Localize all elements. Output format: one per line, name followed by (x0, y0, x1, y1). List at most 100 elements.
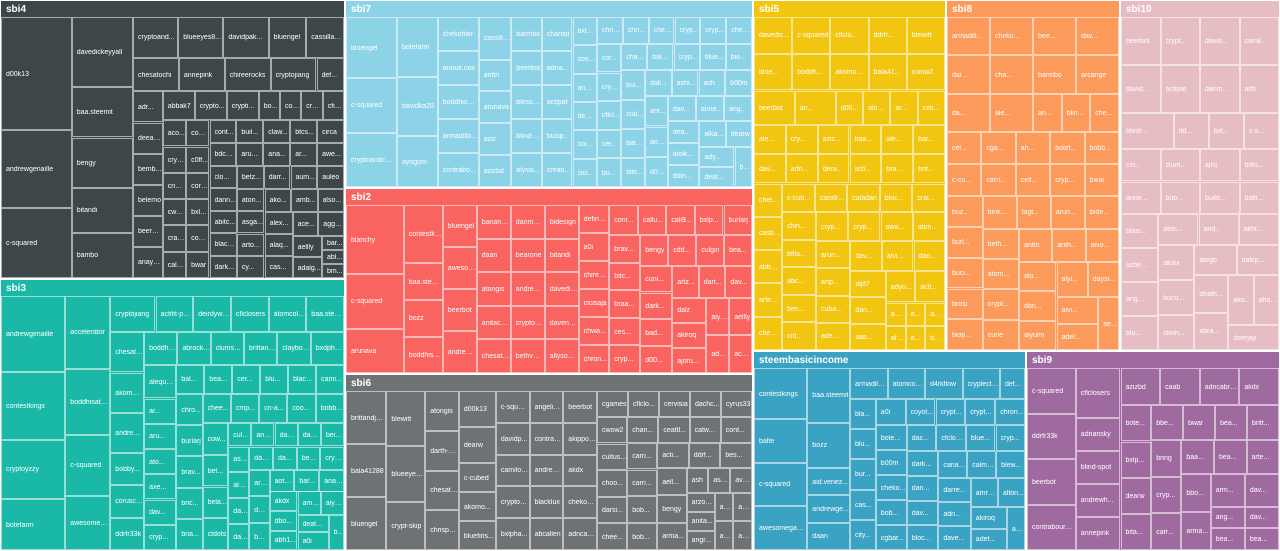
treemap-cell[interactable]: anne... (695, 96, 724, 121)
treemap-cell[interactable]: cflclo... (628, 391, 659, 417)
treemap-cell[interactable]: adalg... (292, 257, 322, 278)
treemap-cell[interactable]: adn... (785, 154, 818, 184)
treemap-cell[interactable]: c-squared (792, 17, 831, 54)
treemap-cell[interactable]: amig... (714, 492, 734, 522)
treemap-cell[interactable]: barski (249, 523, 270, 550)
treemap-cell[interactable]: core... (186, 172, 210, 200)
treemap-cell[interactable]: aru... (236, 143, 264, 166)
treemap-cell[interactable]: bdco... (209, 143, 237, 166)
treemap-cell[interactable]: bethvalv... (510, 339, 545, 373)
treemap-cell[interactable]: bitc... (609, 262, 641, 291)
treemap-cell[interactable]: andrewh... (1075, 483, 1121, 517)
treemap-cell[interactable]: agga... (318, 212, 344, 237)
treemap-cell[interactable]: dera... (817, 154, 850, 184)
treemap-cell[interactable]: cuba... (816, 295, 851, 323)
treemap-cell[interactable]: botefarm (397, 17, 438, 77)
treemap-cell[interactable]: curie (982, 319, 1020, 350)
treemap-cell[interactable]: dav... (850, 241, 882, 271)
treemap-cell[interactable]: cali9... (162, 251, 187, 278)
treemap-cell[interactable]: ano... (645, 126, 668, 157)
treemap-cell[interactable]: ar... (890, 90, 918, 125)
treemap-cell[interactable]: daysi... (1087, 261, 1119, 298)
treemap-cell[interactable]: aljif7 (850, 270, 886, 298)
treemap-cell[interactable]: che... (1090, 93, 1119, 133)
treemap-cell[interactable]: beerbot (1121, 17, 1161, 66)
treemap-cell[interactable]: deean... (572, 102, 597, 131)
treemap-cell[interactable]: baa.steem... (306, 296, 344, 333)
treemap-cell[interactable]: bring (1151, 440, 1182, 477)
treemap-cell[interactable]: ches... (648, 17, 675, 44)
treemap-cell[interactable]: death... (1194, 275, 1229, 313)
treemap-cell[interactable]: botefarm (1, 499, 66, 550)
treemap-cell[interactable]: bote... (1120, 405, 1152, 442)
treemap-cell[interactable]: anita... (686, 511, 715, 531)
treemap-cell[interactable]: cryptoyzzy (1, 439, 66, 500)
treemap-cell[interactable]: brittandjosie (346, 391, 387, 444)
treemap-cell[interactable]: contestkings (754, 368, 808, 419)
treemap-cell[interactable]: boddhisattva (65, 368, 111, 436)
treemap-cell[interactable]: adal... (706, 335, 730, 373)
treemap-cell[interactable]: ale... (990, 93, 1033, 133)
treemap-cell[interactable]: andrewge... (807, 495, 850, 523)
treemap-cell[interactable]: d00... (640, 346, 673, 373)
treemap-cell[interactable]: dearw (1120, 477, 1152, 514)
treemap-cell[interactable]: ddin... (667, 165, 700, 187)
treemap-cell[interactable]: atom... (982, 259, 1020, 290)
treemap-cell[interactable]: abbak7 (754, 250, 783, 284)
treemap-cell[interactable]: dd... (1173, 113, 1209, 150)
treemap-cell[interactable]: coru... (596, 43, 622, 73)
treemap-cell[interactable]: carr... (1151, 513, 1182, 550)
treemap-cell[interactable]: arun... (816, 241, 851, 269)
treemap-cell[interactable]: botef... (1050, 132, 1085, 165)
treemap-cell[interactable]: davi... (249, 446, 273, 470)
treemap-cell[interactable]: beiker (320, 422, 344, 447)
treemap-cell[interactable]: arte... (1246, 440, 1279, 475)
treemap-cell[interactable]: def... (316, 57, 344, 92)
treemap-cell[interactable]: boddhis... (144, 332, 178, 365)
treemap-cell[interactable]: c-squared (1027, 368, 1076, 414)
treemap-cell[interactable]: akdx (269, 491, 298, 511)
treemap-cell[interactable]: bambo (71, 232, 133, 278)
treemap-cell[interactable]: and... (1198, 213, 1239, 246)
treemap-cell[interactable]: buil... (236, 120, 264, 144)
treemap-cell[interactable]: cryp... (673, 43, 700, 71)
treemap-cell[interactable]: anttn (1019, 228, 1053, 262)
treemap-cell[interactable]: blueeyes8... (178, 17, 224, 58)
treemap-cell[interactable]: atomcolle... (887, 368, 925, 400)
treemap-cell[interactable]: asga... (236, 211, 265, 234)
treemap-cell[interactable]: akiroq (970, 507, 1007, 529)
treemap-cell[interactable]: chesatochi (133, 57, 179, 92)
treemap-cell[interactable]: cryptoandcoffee (346, 132, 397, 187)
treemap-cell[interactable]: boddh... (792, 53, 831, 91)
treemap-cell[interactable]: chro... (176, 394, 203, 426)
treemap-cell[interactable]: abbak7 (162, 91, 195, 121)
treemap-cell[interactable]: dann... (209, 188, 237, 211)
treemap-cell[interactable]: akhi... (1238, 213, 1279, 246)
treemap-group-sbi5[interactable]: sbi5 davedic... c-squared cflclo... ddrfr...… (753, 0, 946, 351)
treemap-cell[interactable]: acti... (849, 154, 882, 184)
treemap-cell[interactable]: acol... (905, 302, 926, 327)
treemap-cell[interactable]: c-squared (346, 274, 404, 329)
treemap-cell[interactable]: cryptoa... (495, 486, 530, 519)
treemap-cell[interactable]: aellly (729, 297, 752, 336)
treemap-cell[interactable]: artys... (249, 469, 270, 497)
treemap-cell[interactable]: a0i (875, 399, 906, 426)
treemap-cell[interactable]: bad... (640, 319, 673, 347)
treemap-cell[interactable]: bucipuci (541, 119, 573, 153)
treemap-cell[interactable]: a0i (578, 233, 610, 261)
treemap-cell[interactable]: dani... (297, 422, 321, 447)
treemap-cell[interactable]: bluengel (346, 17, 397, 79)
treemap-cell[interactable]: caladan (847, 183, 880, 213)
treemap-cell[interactable]: alaq... (264, 234, 293, 256)
treemap-cell[interactable]: alex... (264, 212, 293, 235)
treemap-cell[interactable]: cali9... (666, 205, 695, 235)
treemap-cell[interactable]: dachc... (690, 391, 721, 417)
treemap-cell[interactable]: cryptoand... (133, 17, 179, 58)
treemap-cell[interactable]: bxlp... (694, 205, 724, 235)
treemap-cell[interactable]: buci... (947, 257, 983, 289)
treemap-cell[interactable]: bur... (850, 459, 876, 490)
treemap-cell[interactable]: also... (317, 188, 344, 213)
treemap-cell[interactable]: aloik... (667, 143, 700, 165)
treemap-cell[interactable]: catw... (689, 416, 721, 443)
treemap-cell[interactable]: chireerocks (224, 57, 271, 92)
